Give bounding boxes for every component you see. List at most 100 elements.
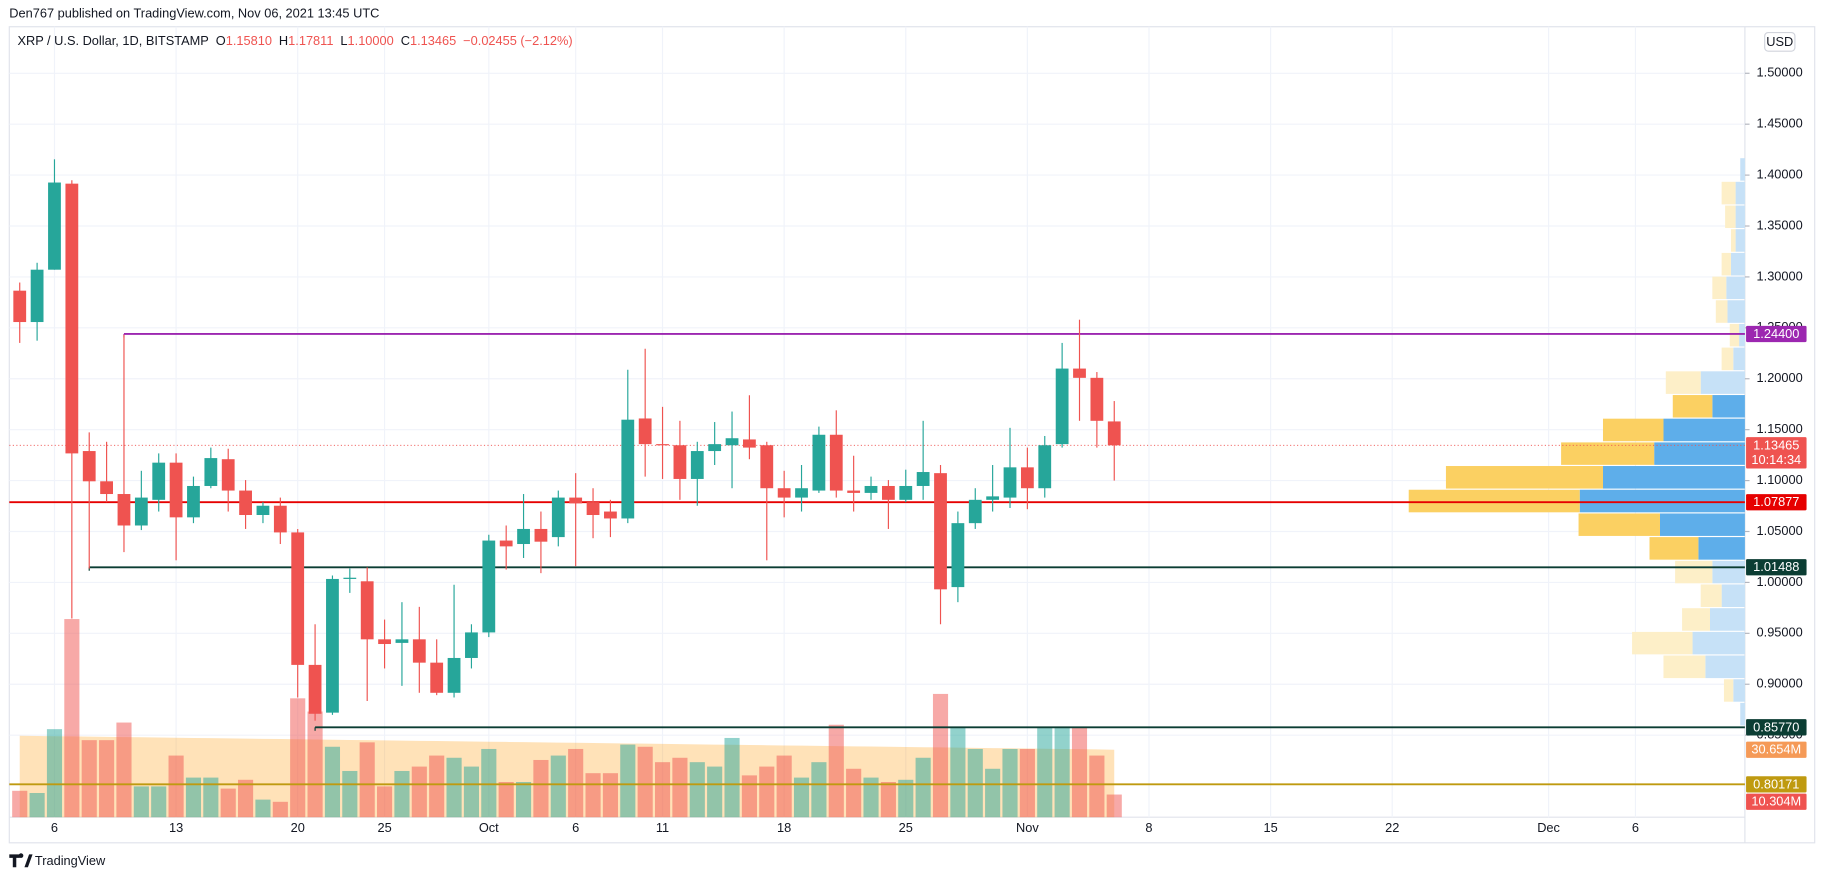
candle-body (569, 497, 583, 504)
candle-body (30, 269, 44, 323)
candle-body (916, 472, 930, 486)
candle-body (899, 485, 913, 500)
profile-up-bar (1712, 395, 1745, 418)
candle-body (117, 494, 131, 526)
level-label: 1.01488 (1753, 559, 1799, 574)
candle-body (743, 439, 756, 448)
volume-bar (985, 768, 1001, 818)
profile-down-bar (1649, 537, 1699, 560)
candle-body (378, 639, 391, 645)
x-tick-label: Dec (1537, 820, 1560, 835)
currency-button-box[interactable] (1764, 31, 1796, 52)
candle-body (326, 578, 339, 713)
legend: XRP / U.S. Dollar, 1D, BITSTAMP O1.15810 H… (17, 33, 572, 48)
profile-up-bar (1712, 560, 1745, 584)
candle-body (604, 511, 617, 519)
volume-bar (1037, 726, 1053, 818)
candle-body (1073, 368, 1086, 378)
candle-body (1090, 377, 1104, 421)
volume-bar (64, 619, 80, 818)
volume-bar (116, 722, 132, 818)
candle-body (968, 499, 982, 524)
volume-bar (776, 755, 792, 818)
profile-down-bar (1721, 252, 1731, 276)
volume-label-box (1746, 793, 1807, 810)
volume-bar (46, 729, 63, 818)
y-tick-label: 1.15000 (1757, 421, 1803, 436)
volume-bar (915, 757, 931, 818)
candle-body (239, 490, 252, 516)
legend-close: 1.13465 (410, 33, 456, 48)
profile-up-bar (1735, 229, 1745, 252)
volume-bar (411, 766, 427, 818)
candle-body (986, 496, 1000, 500)
level-label-box (1746, 559, 1807, 576)
x-tick-label: 6 (1632, 820, 1639, 835)
candle-body (708, 444, 722, 452)
x-tick-label: 25 (899, 820, 913, 835)
candle-body (256, 505, 270, 516)
candle-body (48, 182, 61, 270)
candle-body (690, 451, 704, 479)
currency-label[interactable]: USD (1766, 34, 1793, 49)
volume-bar (324, 746, 341, 818)
x-tick-label: Nov (1016, 820, 1039, 835)
volume-bar (793, 777, 810, 818)
volume-bar (672, 757, 688, 818)
profile-up-bar (1733, 347, 1745, 371)
profile-up-bar (1659, 513, 1745, 536)
candle-body (881, 485, 895, 500)
candle-body (795, 488, 808, 498)
candle-body (273, 505, 287, 533)
volume-bar (220, 788, 236, 818)
candle-body (777, 488, 791, 498)
candle-body (308, 664, 322, 714)
currency-button[interactable]: USD (1764, 31, 1796, 52)
level-label-box (1746, 776, 1807, 793)
volume-bar (1054, 726, 1070, 818)
profile-down-bar (1561, 442, 1655, 465)
volume-bar (12, 790, 28, 818)
y-tick-label: 0.90000 (1757, 676, 1803, 691)
profile-down-bar (1675, 560, 1713, 584)
volume-ma-label: 30.654M (1751, 742, 1801, 757)
y-tick-label: 1.30000 (1757, 268, 1803, 283)
level-label-box (1746, 719, 1807, 736)
candle-body (82, 451, 96, 482)
volume-bar (394, 770, 410, 818)
volume-label: 10.304M (1751, 794, 1801, 809)
legend-key: O (216, 33, 226, 48)
candle-body (829, 434, 843, 491)
volume-ma-label-box (1746, 741, 1807, 758)
profile-up-bar (1663, 418, 1745, 442)
volume-bar (133, 786, 149, 818)
profile-down-bar (1632, 631, 1693, 655)
x-tick-label: 6 (51, 820, 58, 835)
volume-bar (168, 755, 184, 818)
volume-bar (29, 793, 45, 818)
volume-bar (863, 777, 879, 818)
profile-up-bar (1735, 181, 1745, 205)
profile-down-bar (1445, 466, 1603, 489)
level-label: 1.24400 (1753, 326, 1799, 341)
current-price-box (1746, 437, 1807, 469)
volume-bar (290, 698, 306, 818)
profile-down-bar (1725, 205, 1736, 229)
volume-bar (932, 693, 949, 818)
legend-key: C (401, 33, 410, 48)
candle-body (134, 497, 148, 526)
profile-down-bar (1665, 371, 1701, 394)
volume-bar (99, 740, 115, 818)
volume-bar (724, 737, 740, 818)
profile-down-bar (1408, 489, 1580, 513)
volume-bar (689, 762, 705, 818)
candle-body (343, 577, 357, 579)
volume-bar (81, 740, 97, 818)
volume-bar (429, 755, 445, 818)
volume-bar (741, 775, 757, 818)
profile-up-bar (1735, 205, 1745, 229)
profile-down-bar (1730, 229, 1736, 252)
profile-up-bar (1698, 537, 1745, 560)
candle-body (1038, 445, 1052, 489)
